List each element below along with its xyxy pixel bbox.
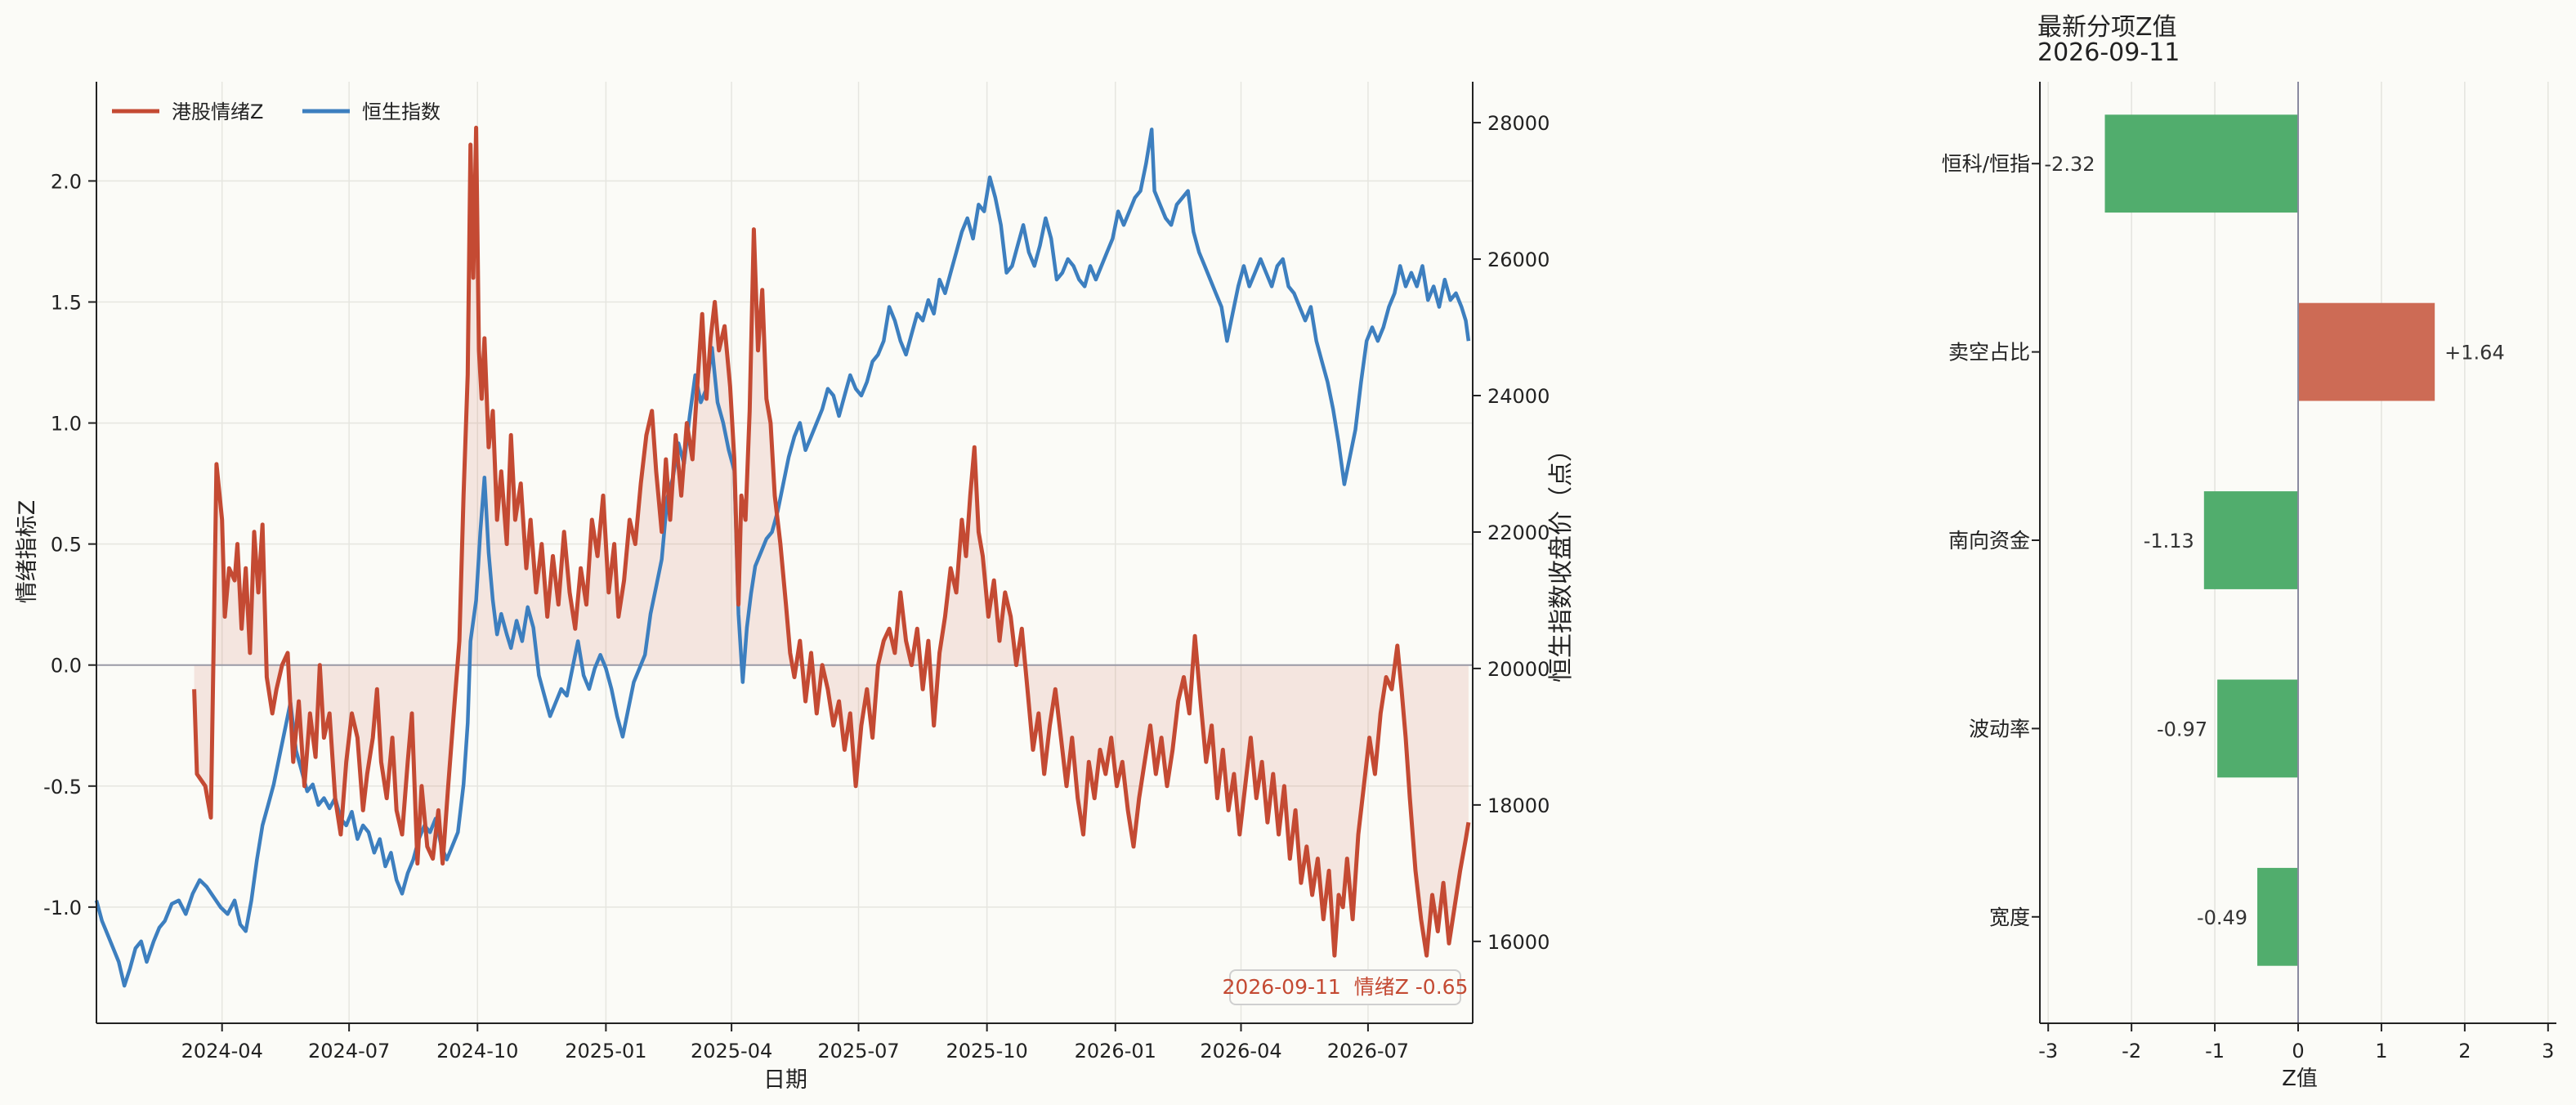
y-left-tick-label: 0.5 xyxy=(51,534,82,557)
component-value-label: -2.32 xyxy=(2044,153,2095,176)
sentiment-fill-path xyxy=(194,128,1469,956)
x-tick-label: 2025-01 xyxy=(565,1040,646,1062)
y-right-tick-label: 24000 xyxy=(1487,385,1550,408)
component-category-label: 恒科/恒指 xyxy=(1942,152,2030,176)
y-left-tick-label: 2.0 xyxy=(51,170,82,193)
legend-label-sentiment: 港股情绪Z xyxy=(172,101,263,123)
component-bar[interactable] xyxy=(2217,679,2298,778)
x-tick-label: 2024-07 xyxy=(308,1040,390,1062)
sentiment-chart-axes xyxy=(96,82,1474,1024)
component-category-label: 南向资金 xyxy=(1948,529,2030,552)
component-x-axis-label: Z值 xyxy=(2282,1067,2318,1091)
component-x-tick-label: -2 xyxy=(2122,1040,2141,1062)
component-category-label: 宽度 xyxy=(1989,906,2030,929)
y-right-axis-ticks: 16000 18000 20000 22000 24000 26000 28000 xyxy=(1473,112,1550,954)
component-category-label: 卖空占比 xyxy=(1948,341,2030,365)
component-value-label: -0.97 xyxy=(2157,718,2207,740)
y-left-axis-ticks: -1.0 -0.5 0.0 0.5 1.0 1.5 2.0 xyxy=(43,170,96,919)
x-tick-label: 2024-04 xyxy=(181,1040,263,1062)
x-tick-label: 2025-07 xyxy=(817,1040,899,1062)
x-axis-ticks: 2024-04 2024-07 2024-10 2025-01 2025-04 2025-… xyxy=(181,1023,1409,1062)
legend-item-sentiment[interactable]: 港股情绪Z xyxy=(112,101,263,123)
x-tick-label: 2026-01 xyxy=(1075,1040,1156,1062)
y-left-tick-label: 1.0 xyxy=(51,413,82,436)
y-right-tick-label: 22000 xyxy=(1487,521,1550,544)
component-x-tick-label: -3 xyxy=(2038,1040,2058,1062)
component-bars xyxy=(2104,114,2435,966)
component-category-label: 波动率 xyxy=(1969,717,2030,740)
latest-annotation-text: 2026-09-11 情绪Z -0.65 xyxy=(1223,975,1469,999)
series-lines xyxy=(94,125,1471,988)
component-bar[interactable] xyxy=(2203,491,2298,589)
x-tick-label: 2026-04 xyxy=(1200,1040,1281,1062)
y-right-tick-label: 28000 xyxy=(1487,112,1550,135)
component-bar[interactable] xyxy=(2298,302,2435,401)
y-right-tick-label: 16000 xyxy=(1487,931,1550,954)
component-value-labels: -2.32 +1.64 -1.13 -0.97 -0.49 xyxy=(2044,153,2504,929)
component-chart-title: 最新分项Z值 xyxy=(2037,13,2177,42)
sentiment-chart: 2024-04 2024-07 2024-10 2025-01 2025-04 2025-… xyxy=(15,82,1576,1093)
sentiment-z-line xyxy=(192,125,1471,958)
component-chart-subtitle: 2026-09-11 xyxy=(2037,38,2180,67)
sentiment-fill-area xyxy=(194,128,1469,956)
legend-item-hsi[interactable]: 恒生指数 xyxy=(302,101,441,123)
component-x-tick-label: 0 xyxy=(2292,1040,2304,1062)
y-left-tick-label: 0.0 xyxy=(51,655,82,678)
component-x-ticks: -3 -2 -1 0 1 2 3 xyxy=(2038,1023,2554,1062)
latest-annotation: 2026-09-11 情绪Z -0.65 xyxy=(1223,969,1469,1005)
y-left-tick-label: -1.0 xyxy=(43,897,82,919)
x-tick-label: 2025-04 xyxy=(691,1040,772,1062)
component-x-tick-label: 3 xyxy=(2542,1040,2554,1062)
component-value-label: +1.64 xyxy=(2444,342,2505,365)
component-x-tick-label: 2 xyxy=(2458,1040,2471,1062)
y-right-tick-label: 26000 xyxy=(1487,248,1550,271)
sentiment-chart-grid xyxy=(96,82,1473,1023)
y-left-tick-label: 1.5 xyxy=(51,291,82,314)
x-tick-label: 2025-10 xyxy=(946,1040,1028,1062)
component-x-tick-label: -1 xyxy=(2205,1040,2225,1062)
x-tick-label: 2024-10 xyxy=(436,1040,518,1062)
component-z-chart: 最新分项Z值 2026-09-11 -3 -2 -1 0 1 2 3 恒科/恒指卖空占比南向… xyxy=(1942,13,2556,1091)
legend-label-hsi: 恒生指数 xyxy=(362,101,441,123)
y-left-tick-label: -0.5 xyxy=(43,776,82,799)
component-value-label: -0.49 xyxy=(2197,906,2247,929)
legend: 港股情绪Z 恒生指数 xyxy=(112,101,441,123)
component-value-label: -1.13 xyxy=(2144,530,2194,552)
x-tick-label: 2026-07 xyxy=(1327,1040,1409,1062)
y-right-tick-label: 18000 xyxy=(1487,794,1550,817)
component-bar[interactable] xyxy=(2257,867,2298,966)
y-right-axis-label: 恒生指数收盘价（点） xyxy=(1547,437,1576,682)
component-x-tick-label: 1 xyxy=(2375,1040,2387,1062)
component-bar[interactable] xyxy=(2104,114,2298,213)
x-axis-label: 日期 xyxy=(763,1067,807,1093)
y-right-tick-label: 20000 xyxy=(1487,658,1550,681)
y-left-axis-label: 情绪指标Z xyxy=(15,500,40,604)
